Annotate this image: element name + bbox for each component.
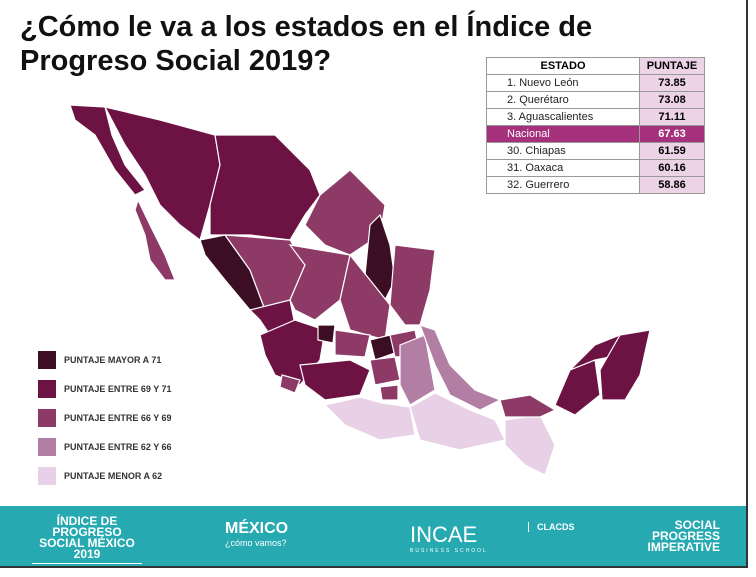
legend-item: PUNTAJE ENTRE 66 Y 69 [38, 403, 172, 432]
state-tamaulipas [389, 244, 436, 326]
state-oaxaca [409, 392, 506, 451]
state-michoacan [299, 359, 371, 401]
page-title: ¿Cómo le va a los estados en el Índice d… [20, 11, 593, 77]
estado-cell: 3. Aguascalientes [486, 108, 640, 126]
legend-label: PUNTAJE ENTRE 69 Y 71 [64, 383, 172, 394]
puntaje-cell: 73.85 [639, 74, 705, 92]
mexico-map [69, 104, 650, 476]
table-row: Nacional 67.63 [486, 125, 705, 143]
state-morelos [379, 384, 399, 401]
state-chihuahua [209, 134, 321, 241]
table-row: 32. Guerrero 58.86 [486, 176, 705, 194]
state-zacatecas [288, 244, 351, 321]
legend-swatch [38, 437, 56, 456]
state-quintana-roo [599, 329, 650, 401]
state-tabasco [499, 394, 557, 418]
legend-item: PUNTAJE ENTRE 62 Y 66 [38, 432, 172, 461]
infographic: ¿Cómo le va a los estados en el Índice d… [0, 0, 748, 568]
state-aguascalientes [317, 324, 336, 344]
state-chiapas [504, 414, 556, 476]
header-puntaje: PUNTAJE [639, 57, 705, 75]
legend-item: PUNTAJE MAYOR A 71 [38, 345, 172, 374]
legend-swatch [38, 350, 56, 369]
legend-swatch [38, 408, 56, 427]
footer-logos: ÍNDICE DE PROGRESO SOCIAL MÉXICO 2019 Más… [0, 506, 746, 574]
puntaje-cell: 58.86 [639, 176, 705, 194]
mexico-como-vamos-logo: MÉXICO ¿cómo vamos? [225, 520, 289, 548]
legend-label: PUNTAJE MAYOR A 71 [64, 354, 162, 365]
state-puebla [399, 334, 436, 406]
state-campeche [554, 359, 601, 416]
legend-item: PUNTAJE ENTRE 69 Y 71 [38, 374, 172, 403]
table-row: 30. Chiapas 61.59 [486, 142, 705, 160]
estado-cell: Nacional [486, 125, 640, 143]
legend-swatch [38, 466, 56, 485]
state-guanajuato [334, 329, 371, 358]
table-row: 3. Aguascalientes 71.11 [486, 108, 705, 126]
clacds-logo: CLACDS [528, 522, 575, 532]
estado-cell: 1. Nuevo León [486, 74, 640, 92]
spi-logo: SOCIAL PROGRESS IMPERATIVE [647, 518, 720, 554]
state-baja-california [69, 104, 146, 196]
header-estado: ESTADO [486, 57, 640, 75]
puntaje-cell: 71.11 [639, 108, 705, 126]
puntaje-cell: 67.63 [639, 125, 705, 143]
puntaje-cell: 61.59 [639, 142, 705, 160]
ips-logo: ÍNDICE DE PROGRESO SOCIAL MÉXICO 2019 Más… [32, 515, 142, 577]
legend-label: PUNTAJE MENOR A 62 [64, 470, 163, 481]
table-row: 1. Nuevo León 73.85 [486, 74, 705, 92]
estado-cell: 32. Guerrero [486, 176, 640, 194]
state-guerrero [323, 396, 416, 441]
state-colima [279, 374, 301, 394]
incae-logo: INCAE BUSINESS SCHOOL [410, 522, 488, 554]
legend: PUNTAJE MAYOR A 71 PUNTAJE ENTRE 69 Y 71 P… [38, 345, 172, 490]
legend-label: PUNTAJE ENTRE 62 Y 66 [64, 441, 172, 452]
state-mexico [369, 356, 401, 386]
legend-item: PUNTAJE MENOR A 62 [38, 461, 172, 490]
puntaje-cell: 73.08 [639, 91, 705, 109]
puntaje-cell: 60.16 [639, 159, 705, 177]
legend-swatch [38, 379, 56, 398]
legend-label: PUNTAJE ENTRE 66 Y 69 [64, 412, 172, 423]
ranking-table: ESTADO PUNTAJE 1. Nuevo León 73.85 2. Queré… [486, 57, 705, 194]
state-baja-california-sur [134, 198, 176, 281]
